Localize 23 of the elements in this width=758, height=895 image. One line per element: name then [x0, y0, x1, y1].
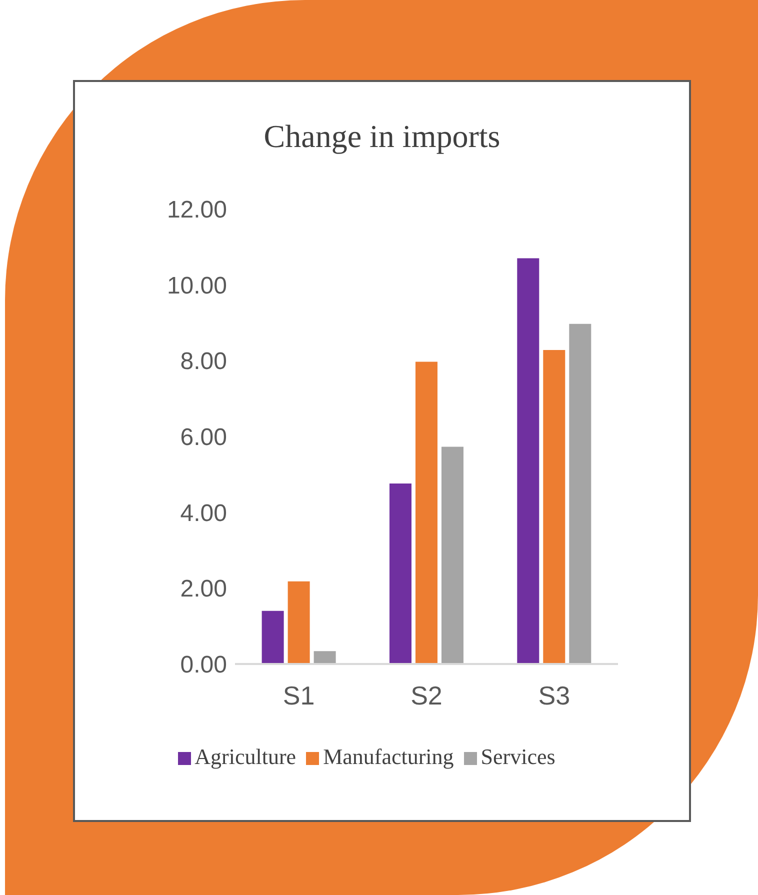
bar [262, 610, 284, 664]
x-tick-label: S1 [282, 680, 315, 710]
y-tick-label: 8.00 [180, 348, 227, 376]
y-tick-label: 0.00 [180, 652, 227, 679]
y-tick-label: 10.00 [166, 272, 227, 300]
bar [569, 324, 592, 664]
y-tick-label: 6.00 [180, 424, 227, 452]
chart-title: Change in imports [262, 118, 502, 155]
bar [288, 581, 310, 664]
bar [415, 362, 438, 664]
bar [389, 484, 412, 664]
bar [517, 258, 540, 664]
bar [441, 446, 464, 664]
legend-label: Manufacturing [323, 744, 454, 769]
bar [543, 350, 566, 664]
x-tick-label: S3 [538, 680, 570, 710]
bar [314, 651, 336, 664]
y-tick-label: 4.00 [180, 500, 227, 527]
legend-label: Agriculture [194, 744, 296, 769]
y-tick-label: 2.00 [180, 576, 227, 603]
x-tick-label: S2 [410, 680, 442, 710]
legend-label: Services [480, 744, 556, 769]
y-tick-label: 12.00 [166, 196, 227, 224]
